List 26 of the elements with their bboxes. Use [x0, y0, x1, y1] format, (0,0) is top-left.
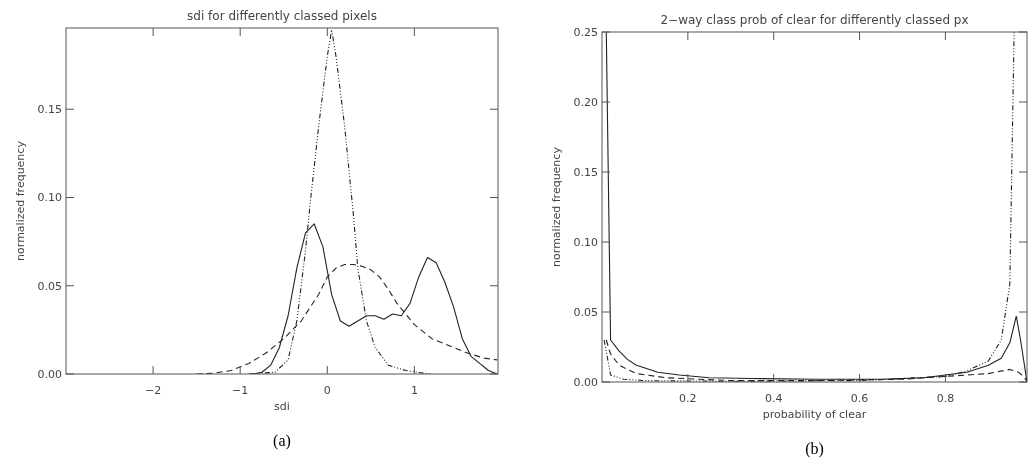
- x-tick-label: 0.6: [850, 392, 869, 405]
- y-tick-label: 0.15: [573, 165, 598, 179]
- chart-title: 2−way class prob of clear for differently classed px: [660, 13, 969, 27]
- y-tick-label: 0.05: [37, 279, 62, 293]
- y-tick-label: 0.10: [37, 191, 62, 205]
- y-axis-title: normalized frequency: [14, 140, 27, 261]
- chart-title: sdi for differently classed pixels: [187, 9, 377, 23]
- y-tick-label: 0.25: [573, 25, 598, 39]
- x-tick-label: 0.2: [679, 392, 697, 405]
- x-tick-label: 0: [323, 384, 331, 397]
- text: (b): [805, 440, 824, 458]
- x-axis-title: sdi: [274, 400, 290, 413]
- x-tick-label: 0.4: [764, 392, 783, 405]
- x-tick-label: −1: [232, 384, 249, 397]
- text: (a): [273, 432, 291, 450]
- x-tick-label: −2: [144, 384, 162, 397]
- y-axis-title: normalized frequency: [550, 146, 563, 267]
- x-tick-label: 0.8: [936, 392, 955, 405]
- y-tick-label: 0.15: [37, 103, 62, 117]
- x-tick-label: 1: [410, 384, 418, 397]
- y-tick-label: 0.10: [573, 235, 598, 249]
- y-tick-label: 0.20: [573, 95, 598, 109]
- y-tick-label: 0.00: [573, 375, 598, 389]
- x-axis-title: probability of clear: [762, 408, 867, 421]
- y-tick-label: 0.05: [573, 305, 598, 319]
- y-tick-label: 0.00: [37, 367, 62, 381]
